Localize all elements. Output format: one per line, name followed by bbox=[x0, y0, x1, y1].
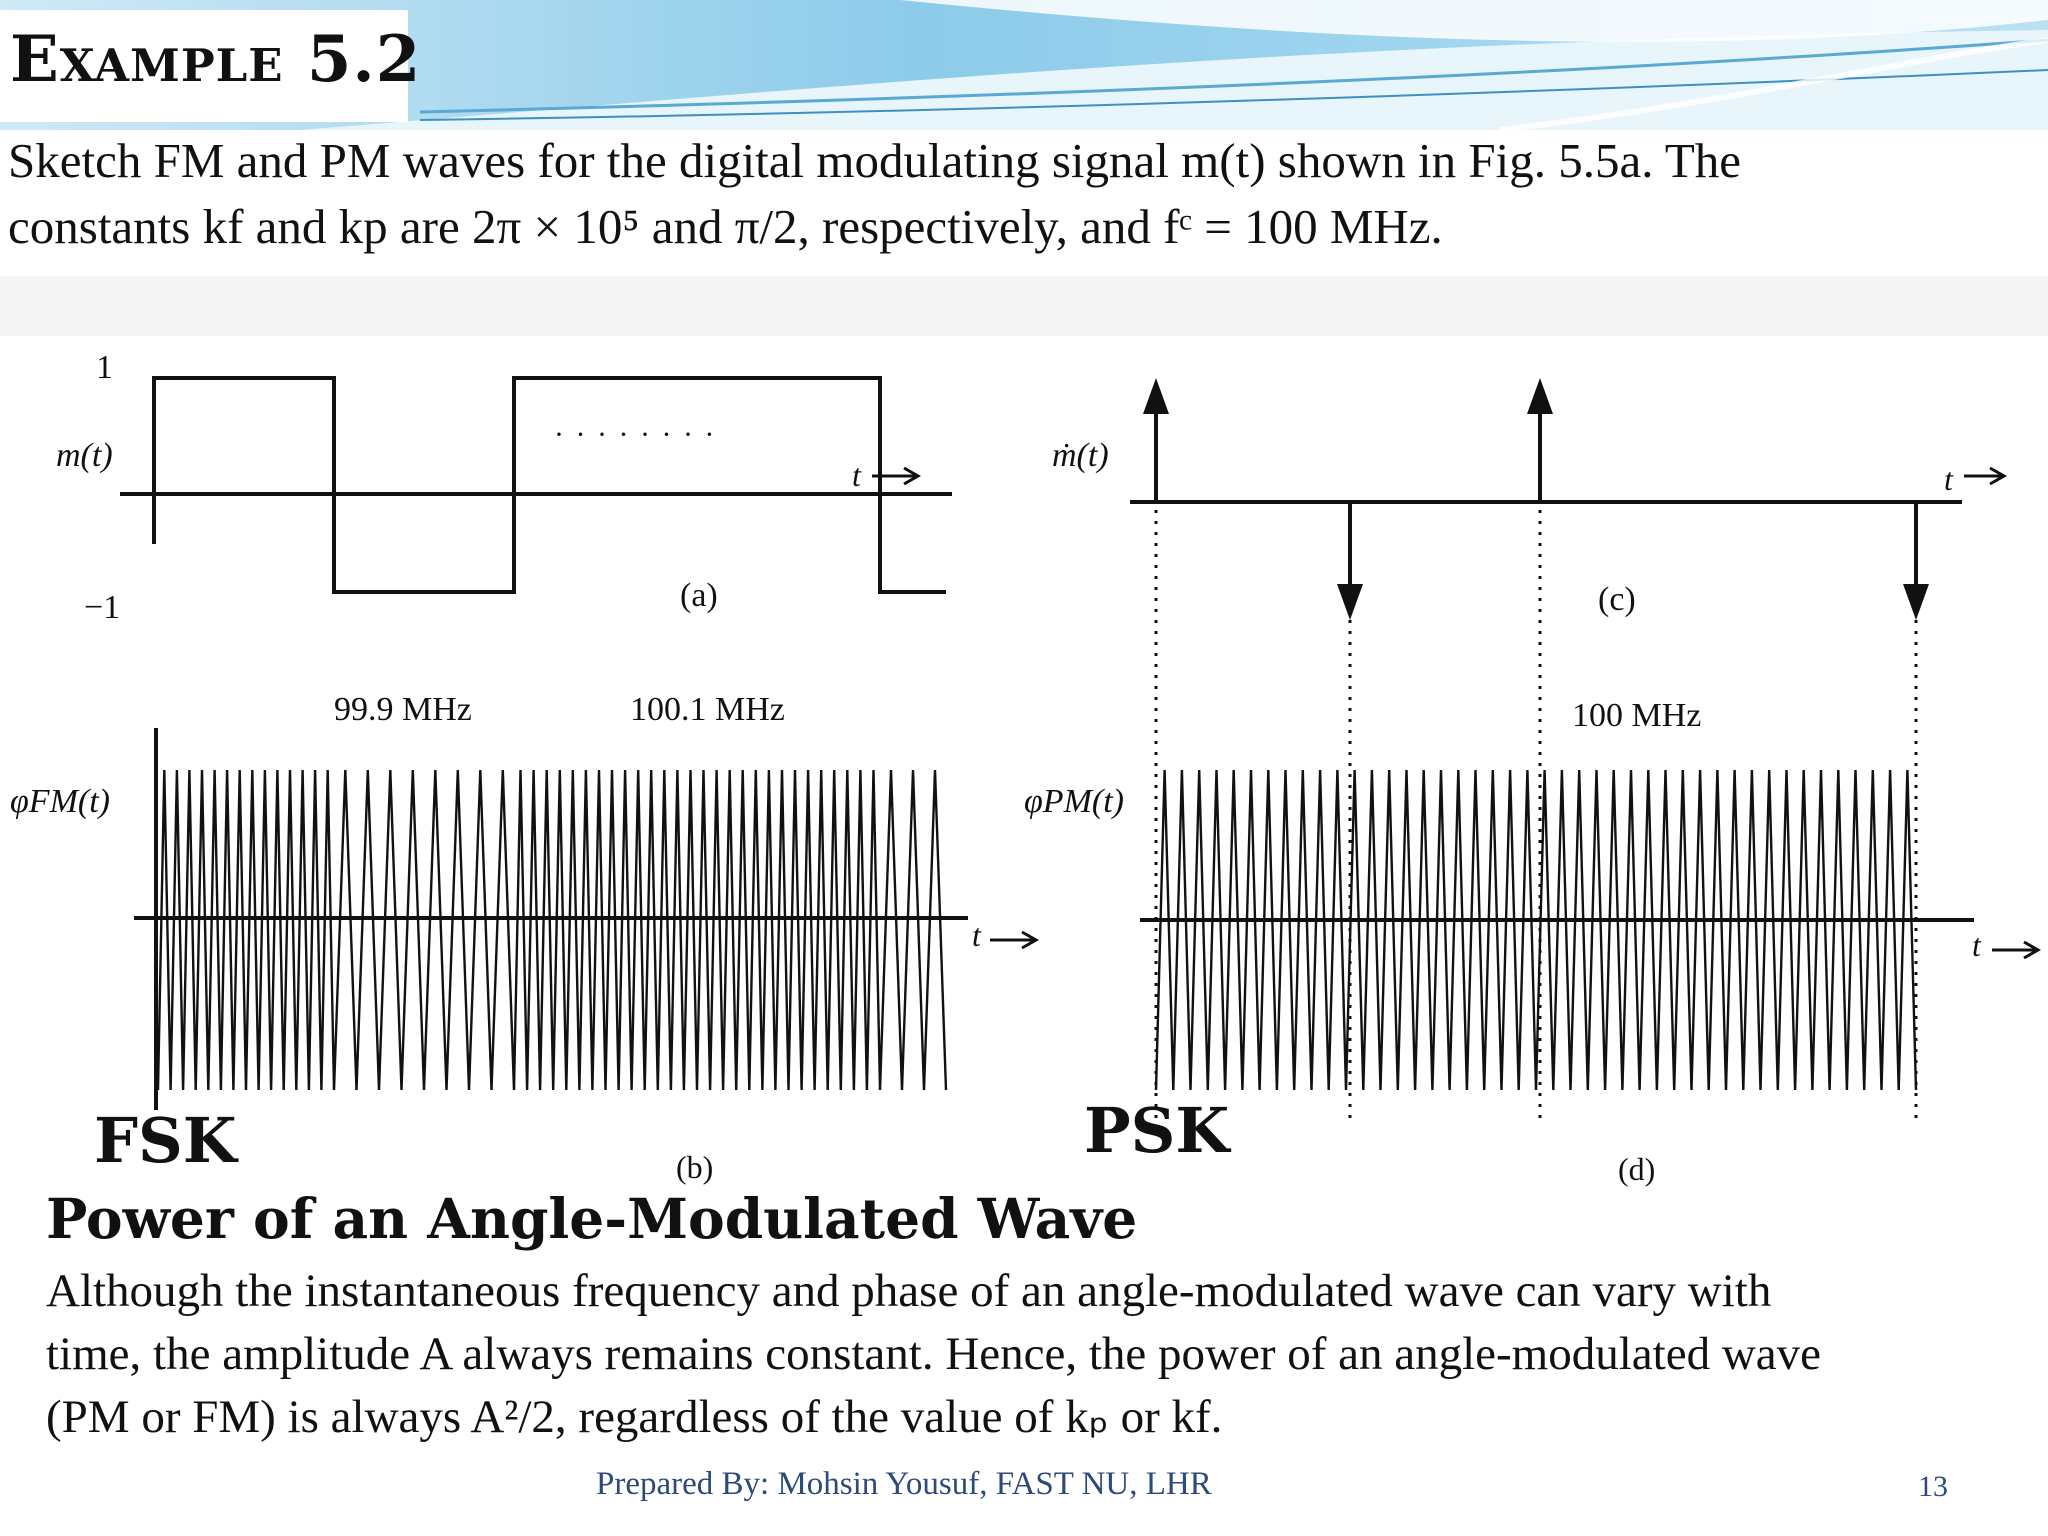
psk-label: PSK bbox=[1084, 1094, 1230, 1167]
impulse-arrowhead-1 bbox=[1143, 378, 1169, 414]
problem-statement: Sketch FM and PM waves for the digital m… bbox=[8, 128, 2038, 260]
tick-pos-label: 1 bbox=[96, 349, 113, 386]
footer-credit: Prepared By: Mohsin Yousuf, FAST NU, LHR bbox=[596, 1466, 1212, 1502]
panel-a: 1 −1 m(t) t · · · · · · · · (a) bbox=[56, 349, 952, 626]
panel-b: 99.9 MHz 100.1 MHz φFM(t) t (b) bbox=[10, 691, 1040, 1185]
figure-band bbox=[0, 276, 2048, 336]
problem-line-2: constants kf and kp are 2π × 10⁵ and π/2… bbox=[8, 199, 1443, 254]
body-line-2: time, the amplitude A always remains con… bbox=[46, 1328, 1821, 1380]
panel-b-t-label: t bbox=[972, 917, 982, 953]
panel-d-ylabel: φPM(t) bbox=[1024, 783, 1124, 820]
panel-c: ṁ(t) t (c) bbox=[1052, 378, 2008, 620]
panel-d-t-arrow bbox=[1992, 940, 2042, 960]
panel-a-label: (a) bbox=[680, 577, 718, 614]
panel-c-t-arrow bbox=[1964, 466, 2008, 486]
panel-b-label: (b) bbox=[676, 1149, 713, 1185]
figure-5-5: 1 −1 m(t) t · · · · · · · · (a) ṁ(t) t (… bbox=[10, 349, 2042, 1187]
panel-d: 100 MHz φPM(t) t (d) bbox=[1024, 697, 2042, 1187]
impulse-arrowhead-2 bbox=[1337, 584, 1363, 620]
panel-c-t-label: t bbox=[1944, 461, 1954, 497]
page-number: 13 bbox=[1918, 1470, 1948, 1503]
body-line-3: (PM or FM) is always A²/2, regardless of… bbox=[46, 1391, 1223, 1443]
problem-line-1: Sketch FM and PM waves for the digital m… bbox=[8, 133, 1741, 188]
fsk-label: FSK bbox=[94, 1104, 237, 1177]
impulse-arrowhead-3 bbox=[1527, 378, 1553, 414]
panel-a-t-label: t bbox=[852, 457, 862, 493]
panel-d-label: (d) bbox=[1618, 1151, 1655, 1187]
panel-d-t-label: t bbox=[1972, 927, 1982, 963]
panel-c-ylabel: ṁ(t) bbox=[1052, 437, 1109, 474]
slide-title: Example 5.2 bbox=[10, 22, 422, 97]
panel-a-ellipsis: · · · · · · · · bbox=[554, 418, 716, 451]
panel-c-label: (c) bbox=[1598, 581, 1636, 618]
pm-wave bbox=[1154, 769, 1918, 1091]
tick-neg-label: −1 bbox=[84, 589, 120, 626]
body-line-1: Although the instantaneous frequency and… bbox=[46, 1265, 1772, 1317]
fm-wave bbox=[156, 769, 948, 1091]
impulse-arrowhead-4 bbox=[1903, 584, 1929, 620]
panel-a-ylabel: m(t) bbox=[56, 437, 113, 474]
impulse-group bbox=[1143, 378, 1929, 620]
section-heading: Power of an Angle-Modulated Wave bbox=[46, 1186, 1138, 1251]
pm-freq-label: 100 MHz bbox=[1572, 697, 1701, 734]
panel-b-t-arrow bbox=[990, 930, 1040, 950]
panel-b-ylabel: φFM(t) bbox=[10, 783, 110, 820]
section-body: Although the instantaneous frequency and… bbox=[46, 1260, 2006, 1449]
freq-high-label: 100.1 MHz bbox=[630, 691, 785, 728]
freq-low-label: 99.9 MHz bbox=[334, 691, 472, 728]
square-wave bbox=[152, 376, 946, 594]
alignment-guides bbox=[1154, 510, 1918, 1120]
title-box bbox=[0, 10, 408, 122]
